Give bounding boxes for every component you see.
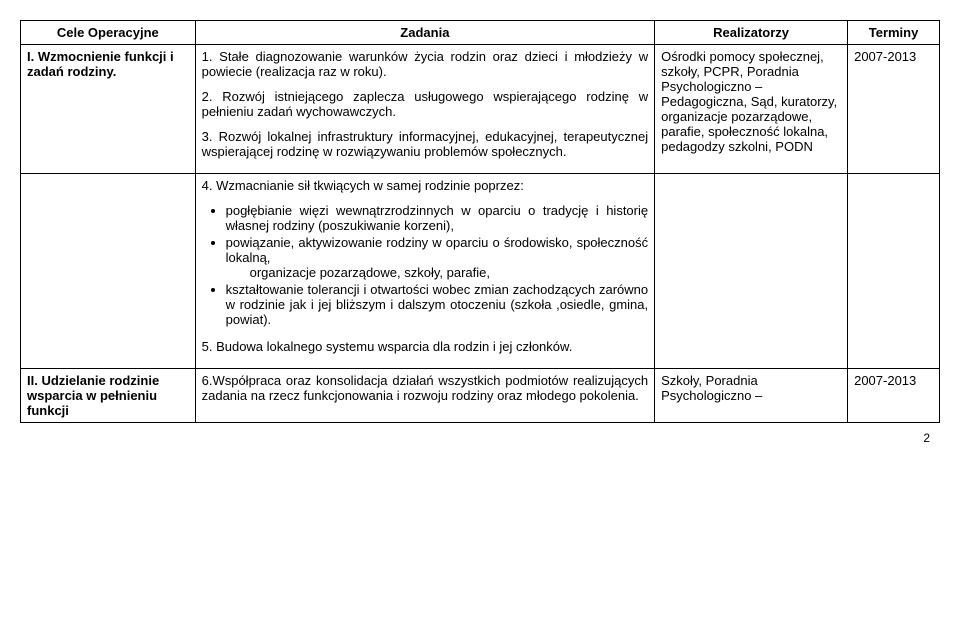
- table-row: 4. Wzmacnianie sił tkwiących w samej rod…: [21, 174, 940, 369]
- table-row: II. Udzielanie rodzinie wsparcia w pełni…: [21, 369, 940, 423]
- task-text: 3. Rozwój lokalnej infrastruktury inform…: [202, 129, 649, 159]
- term-cell: 2007-2013: [848, 45, 940, 174]
- realizers-cell: Ośrodki pomocy społecznej, szkoły, PCPR,…: [655, 45, 848, 174]
- task-text: 1. Stałe diagnozowanie warunków życia ro…: [202, 49, 649, 79]
- goal-cell: [21, 174, 196, 369]
- list-item: pogłębianie więzi wewnątrzrodzinnych w o…: [226, 203, 649, 233]
- term-cell: [848, 174, 940, 369]
- bullet-text: powiązanie, aktywizowanie rodziny w opar…: [226, 235, 649, 265]
- term-cell: 2007-2013: [848, 369, 940, 423]
- header-realizers: Realizatorzy: [655, 21, 848, 45]
- header-goals: Cele Operacyjne: [21, 21, 196, 45]
- header-terms: Terminy: [848, 21, 940, 45]
- bullet-list: pogłębianie więzi wewnątrzrodzinnych w o…: [202, 203, 649, 327]
- realizers-cell: [655, 174, 848, 369]
- header-tasks: Zadania: [195, 21, 655, 45]
- document-table: Cele Operacyjne Zadania Realizatorzy Ter…: [20, 20, 940, 423]
- goal-cell: I. Wzmocnienie funkcji i zadań rodziny.: [21, 45, 196, 174]
- task-text: 4. Wzmacnianie sił tkwiących w samej rod…: [202, 178, 649, 193]
- page-number: 2: [20, 431, 940, 445]
- bullet-sub: organizacje pozarządowe, szkoły, parafie…: [250, 265, 649, 280]
- tasks-cell: 4. Wzmacnianie sił tkwiących w samej rod…: [195, 174, 655, 369]
- tasks-cell: 6.Współpraca oraz konsolidacja działań w…: [195, 369, 655, 423]
- goal-cell: II. Udzielanie rodzinie wsparcia w pełni…: [21, 369, 196, 423]
- header-row: Cele Operacyjne Zadania Realizatorzy Ter…: [21, 21, 940, 45]
- realizers-cell: Szkoły, Poradnia Psychologiczno –: [655, 369, 848, 423]
- list-item: kształtowanie tolerancji i otwartości wo…: [226, 282, 649, 327]
- task-text: 2. Rozwój istniejącego zaplecza usługowe…: [202, 89, 649, 119]
- tasks-cell: 1. Stałe diagnozowanie warunków życia ro…: [195, 45, 655, 174]
- task-text: 5. Budowa lokalnego systemu wsparcia dla…: [202, 339, 649, 354]
- table-row: I. Wzmocnienie funkcji i zadań rodziny. …: [21, 45, 940, 174]
- list-item: powiązanie, aktywizowanie rodziny w opar…: [226, 235, 649, 280]
